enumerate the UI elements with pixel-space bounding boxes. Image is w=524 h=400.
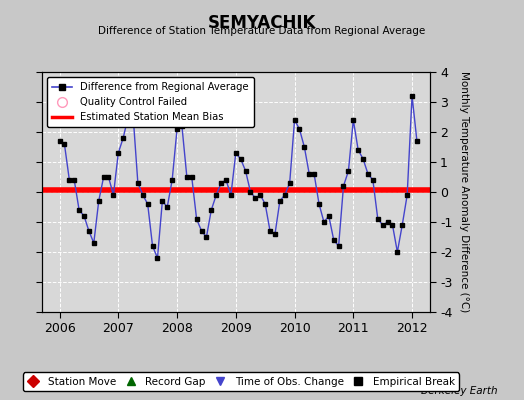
Text: Difference of Station Temperature Data from Regional Average: Difference of Station Temperature Data f… [99, 26, 425, 36]
Legend: Difference from Regional Average, Quality Control Failed, Estimated Station Mean: Difference from Regional Average, Qualit… [47, 77, 254, 127]
Text: SEMYACHIK: SEMYACHIK [208, 14, 316, 32]
Legend: Station Move, Record Gap, Time of Obs. Change, Empirical Break: Station Move, Record Gap, Time of Obs. C… [23, 372, 459, 391]
Text: Berkeley Earth: Berkeley Earth [421, 386, 498, 396]
Y-axis label: Monthly Temperature Anomaly Difference (°C): Monthly Temperature Anomaly Difference (… [459, 71, 469, 313]
